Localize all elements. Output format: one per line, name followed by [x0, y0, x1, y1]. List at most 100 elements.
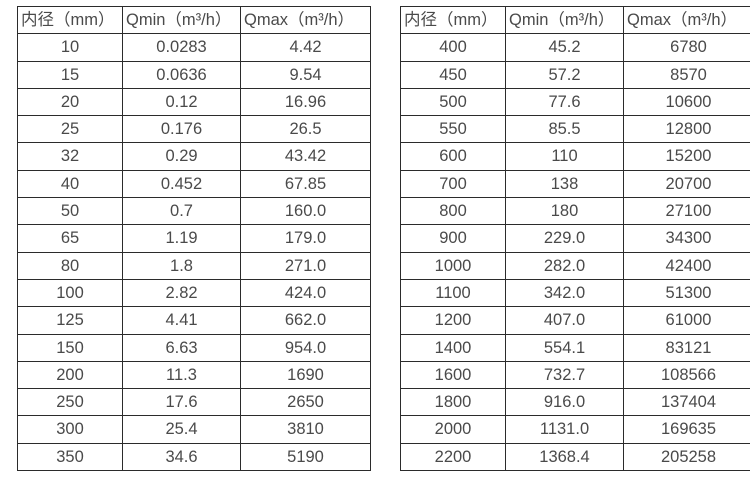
- cell-qmax: 2650: [240, 388, 371, 417]
- table-row: 1100 342.0 51300: [400, 278, 750, 308]
- cell-qmax: 160.0: [240, 197, 371, 226]
- table-row: 100 2.82 424.0: [17, 278, 371, 308]
- table-row: 80 1.8 271.0: [17, 251, 371, 280]
- cell-qmin: 6.63: [122, 333, 241, 362]
- cell-qmin: 0.452: [122, 169, 241, 199]
- cell-qmax: 3810: [240, 415, 371, 444]
- cell-diameter: 800: [400, 197, 506, 226]
- table-row: 10 0.0283 4.42: [17, 33, 371, 62]
- cell-diameter: 40: [17, 169, 123, 199]
- cell-qmin: 229.0: [505, 224, 624, 253]
- cell-qmax: 51300: [623, 278, 750, 308]
- table-row: 125 4.41 662.0: [17, 306, 371, 335]
- table-row: 350 34.6 5190: [17, 442, 371, 472]
- cell-qmax: 954.0: [240, 333, 371, 362]
- cell-qmax: 8570: [623, 60, 750, 89]
- column-header-diameter: 内径（mm）: [400, 5, 506, 35]
- cell-qmax: 108566: [623, 360, 750, 390]
- cell-diameter: 2000: [400, 415, 506, 444]
- cell-qmin: 138: [505, 169, 624, 199]
- cell-diameter: 900: [400, 224, 506, 253]
- cell-qmax: 5190: [240, 442, 371, 472]
- cell-qmin: 0.176: [122, 115, 241, 144]
- cell-diameter: 450: [400, 60, 506, 89]
- cell-qmax: 83121: [623, 333, 750, 362]
- cell-qmin: 11.3: [122, 360, 241, 390]
- cell-qmax: 9.54: [240, 60, 371, 89]
- cell-qmax: 67.85: [240, 169, 371, 199]
- cell-diameter: 200: [17, 360, 123, 390]
- cell-qmin: 45.2: [505, 33, 624, 62]
- table-row: 550 85.5 12800: [400, 115, 750, 144]
- cell-diameter: 1800: [400, 388, 506, 417]
- cell-diameter: 100: [17, 278, 123, 308]
- cell-qmin: 17.6: [122, 388, 241, 417]
- cell-qmin: 282.0: [505, 251, 624, 280]
- cell-diameter: 1200: [400, 306, 506, 335]
- cell-qmax: 6780: [623, 33, 750, 62]
- cell-diameter: 1100: [400, 278, 506, 308]
- cell-diameter: 400: [400, 33, 506, 62]
- cell-qmax: 4.42: [240, 33, 371, 62]
- cell-diameter: 65: [17, 224, 123, 253]
- cell-diameter: 50: [17, 197, 123, 226]
- cell-diameter: 10: [17, 33, 123, 62]
- table-row: 400 45.2 6780: [400, 33, 750, 62]
- table-row: 900 229.0 34300: [400, 224, 750, 253]
- table-row: 20 0.12 16.96: [17, 87, 371, 117]
- column-header-qmin: Qmin（m³/h）: [505, 5, 624, 35]
- cell-qmax: 26.5: [240, 115, 371, 144]
- cell-diameter: 250: [17, 388, 123, 417]
- cell-qmin: 916.0: [505, 388, 624, 417]
- table-row: 32 0.29 43.42: [17, 142, 371, 171]
- cell-qmin: 0.7: [122, 197, 241, 226]
- cell-diameter: 15: [17, 60, 123, 89]
- cell-diameter: 80: [17, 251, 123, 280]
- cell-qmin: 25.4: [122, 415, 241, 444]
- cell-diameter: 500: [400, 87, 506, 117]
- cell-qmax: 34300: [623, 224, 750, 253]
- table-row: 25 0.176 26.5: [17, 115, 371, 144]
- cell-diameter: 700: [400, 169, 506, 199]
- table-row: 2000 1131.0 169635: [400, 415, 750, 444]
- column-header-qmax: Qmax（m³/h）: [623, 5, 750, 35]
- cell-diameter: 125: [17, 306, 123, 335]
- cell-qmin: 4.41: [122, 306, 241, 335]
- flow-spec-table-large-diameters: 内径（mm） Qmin（m³/h） Qmax（m³/h） 400 45.2 6780 450…: [400, 5, 750, 472]
- table-row: 50 0.7 160.0: [17, 197, 371, 226]
- column-header-qmin: Qmin（m³/h）: [122, 5, 241, 35]
- table-row: 200 11.3 1690: [17, 360, 371, 390]
- cell-qmin: 0.12: [122, 87, 241, 117]
- cell-qmin: 57.2: [505, 60, 624, 89]
- cell-qmin: 0.0636: [122, 60, 241, 89]
- cell-qmax: 27100: [623, 197, 750, 226]
- cell-qmin: 342.0: [505, 278, 624, 308]
- cell-diameter: 32: [17, 142, 123, 171]
- cell-qmin: 1.19: [122, 224, 241, 253]
- cell-qmin: 85.5: [505, 115, 624, 144]
- table-row: 15 0.0636 9.54: [17, 60, 371, 89]
- cell-qmin: 0.0283: [122, 33, 241, 62]
- cell-diameter: 300: [17, 415, 123, 444]
- cell-qmax: 179.0: [240, 224, 371, 253]
- cell-qmax: 205258: [623, 442, 750, 472]
- cell-qmax: 169635: [623, 415, 750, 444]
- cell-qmax: 20700: [623, 169, 750, 199]
- cell-diameter: 550: [400, 115, 506, 144]
- cell-diameter: 150: [17, 333, 123, 362]
- cell-qmin: 1.8: [122, 251, 241, 280]
- cell-diameter: 2200: [400, 442, 506, 472]
- column-header-qmax: Qmax（m³/h）: [240, 5, 371, 35]
- column-header-diameter: 内径（mm）: [17, 5, 123, 35]
- cell-diameter: 25: [17, 115, 123, 144]
- cell-qmin: 1131.0: [505, 415, 624, 444]
- table-row: 600 110 15200: [400, 142, 750, 171]
- cell-qmax: 12800: [623, 115, 750, 144]
- cell-diameter: 1400: [400, 333, 506, 362]
- table-row: 450 57.2 8570: [400, 60, 750, 89]
- cell-diameter: 600: [400, 142, 506, 171]
- cell-qmin: 554.1: [505, 333, 624, 362]
- table-row: 65 1.19 179.0: [17, 224, 371, 253]
- table-row: 1200 407.0 61000: [400, 306, 750, 335]
